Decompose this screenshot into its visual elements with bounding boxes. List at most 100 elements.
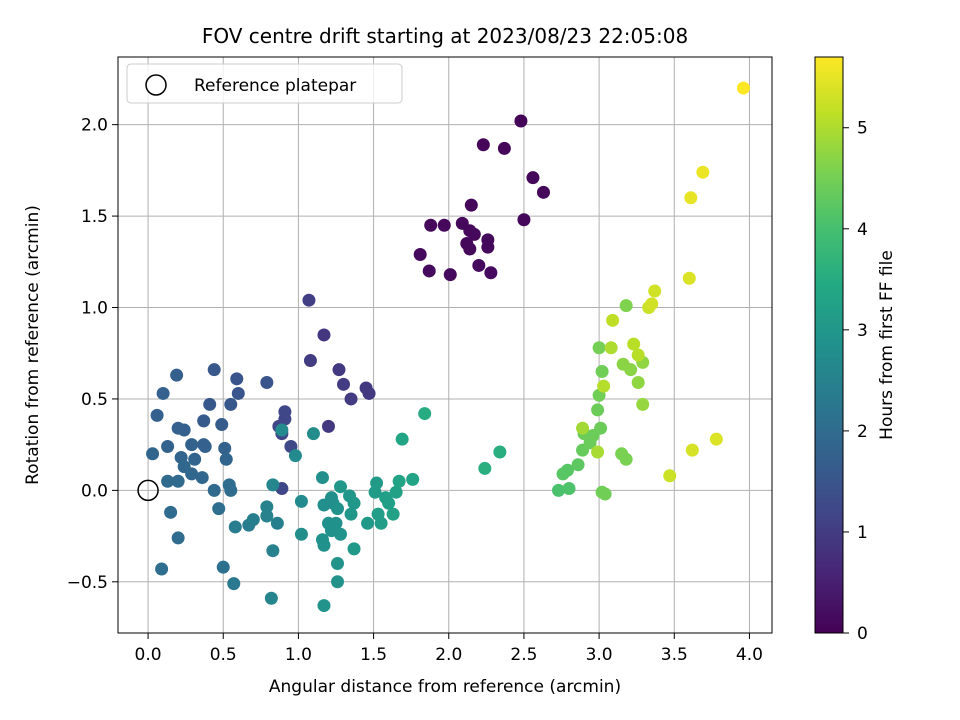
data-point <box>334 527 348 541</box>
data-point <box>374 516 388 530</box>
data-point <box>288 449 302 463</box>
data-point <box>463 242 477 256</box>
data-point <box>736 81 750 95</box>
data-point <box>264 591 278 605</box>
data-point <box>198 439 212 453</box>
x-tick-label: 3.0 <box>586 645 613 665</box>
data-point <box>591 445 605 459</box>
colorbar-tick-label: 1 <box>857 523 868 543</box>
data-point <box>218 441 232 455</box>
data-point <box>197 414 211 428</box>
data-point <box>526 171 540 185</box>
data-point <box>627 337 641 351</box>
data-point <box>624 363 638 377</box>
data-point <box>337 377 351 391</box>
data-point <box>361 516 375 530</box>
data-point <box>332 363 346 377</box>
colorbar-ticks: 0 1 2 3 4 5 <box>843 119 868 644</box>
data-point <box>631 348 645 362</box>
data-point <box>467 227 481 241</box>
data-point <box>216 560 230 574</box>
data-point <box>464 198 478 212</box>
data-point <box>347 542 361 556</box>
data-point <box>561 463 575 477</box>
data-point <box>552 483 566 497</box>
data-point <box>171 474 185 488</box>
data-point <box>481 240 495 254</box>
colorbar-tick-label: 0 <box>857 624 868 644</box>
data-point <box>195 471 209 485</box>
data-point <box>392 474 406 488</box>
data-point <box>636 397 650 411</box>
data-point <box>246 513 260 527</box>
data-point <box>231 386 245 400</box>
data-point <box>592 341 606 355</box>
data-point <box>212 502 226 516</box>
data-point <box>188 452 202 466</box>
data-point <box>344 392 358 406</box>
data-point <box>389 485 403 499</box>
x-tick-label: 4.0 <box>736 645 763 665</box>
data-point <box>696 165 710 179</box>
data-point <box>215 418 229 432</box>
data-point <box>536 185 550 199</box>
data-point <box>604 341 618 355</box>
data-point <box>682 271 696 285</box>
legend-open-circle-icon <box>145 74 167 96</box>
data-point <box>334 480 348 494</box>
colorbar-gradient <box>814 56 844 634</box>
data-point <box>294 494 308 508</box>
data-point <box>598 487 612 501</box>
data-point <box>317 538 331 552</box>
data-point <box>260 509 274 523</box>
data-point <box>386 507 400 521</box>
data-points <box>146 81 750 613</box>
data-point <box>576 421 590 435</box>
data-point <box>270 516 284 530</box>
data-point <box>185 438 199 452</box>
grid-lines <box>118 57 772 633</box>
legend-box <box>126 63 403 104</box>
x-tick-label: 1.0 <box>285 645 312 665</box>
legend: Reference platepar <box>126 63 403 104</box>
x-axis-ticks: 0.0 0.5 1.0 1.5 2.0 2.5 3.0 3.5 4.0 <box>135 633 763 665</box>
data-point <box>302 293 316 307</box>
data-point <box>331 575 345 589</box>
data-point <box>382 496 396 510</box>
data-point <box>321 419 335 433</box>
data-point <box>591 403 605 417</box>
data-point <box>155 562 169 576</box>
data-point <box>146 447 160 461</box>
data-point <box>418 407 432 421</box>
colorbar-tick-label: 2 <box>857 422 868 442</box>
y-tick-label: 0.5 <box>81 390 108 410</box>
x-tick-label: 3.5 <box>661 645 688 665</box>
data-point <box>406 472 420 486</box>
data-point <box>437 218 451 232</box>
data-point <box>443 268 457 282</box>
x-tick-label: 2.5 <box>510 645 537 665</box>
data-point <box>514 114 528 128</box>
data-point <box>303 354 317 368</box>
y-tick-label: 2.0 <box>81 116 108 136</box>
data-point <box>224 483 238 497</box>
data-point <box>317 328 331 342</box>
data-point <box>370 476 384 490</box>
data-point <box>684 191 698 205</box>
data-point <box>227 577 241 591</box>
colorbar: 0 1 2 3 4 5 Hours from first FF file <box>814 56 897 644</box>
data-point <box>224 397 238 411</box>
y-tick-label: −0.5 <box>67 573 108 593</box>
data-point <box>709 432 723 446</box>
data-point <box>517 213 531 227</box>
data-point <box>331 502 345 516</box>
data-point <box>161 474 175 488</box>
data-point <box>171 531 185 545</box>
data-point <box>562 482 576 496</box>
data-point <box>150 408 164 422</box>
data-point <box>606 313 620 327</box>
data-point <box>164 505 178 519</box>
data-point <box>478 461 492 475</box>
